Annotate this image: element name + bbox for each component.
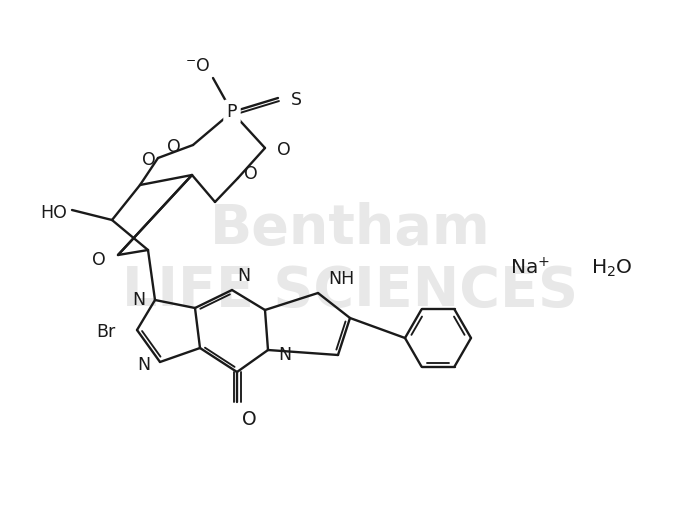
Text: NH: NH bbox=[328, 270, 354, 288]
Text: N: N bbox=[278, 346, 291, 364]
Text: O: O bbox=[93, 251, 106, 269]
Text: N: N bbox=[132, 291, 145, 309]
Text: N: N bbox=[237, 267, 250, 285]
Text: HO: HO bbox=[40, 204, 67, 222]
Text: O: O bbox=[244, 165, 258, 183]
Text: $^{-}$O: $^{-}$O bbox=[185, 57, 211, 75]
Text: S: S bbox=[291, 91, 302, 109]
Text: N: N bbox=[137, 356, 150, 374]
Text: O: O bbox=[277, 141, 291, 159]
Text: O: O bbox=[242, 410, 257, 429]
Text: O: O bbox=[142, 151, 156, 169]
Text: P: P bbox=[227, 103, 237, 121]
Text: Na$^{+}$: Na$^{+}$ bbox=[510, 257, 550, 279]
Text: Bentham
LIFE SCIENCES: Bentham LIFE SCIENCES bbox=[122, 202, 578, 318]
Text: Br: Br bbox=[96, 323, 115, 341]
Text: O: O bbox=[167, 138, 181, 156]
Text: H$_{2}$O: H$_{2}$O bbox=[591, 257, 633, 279]
